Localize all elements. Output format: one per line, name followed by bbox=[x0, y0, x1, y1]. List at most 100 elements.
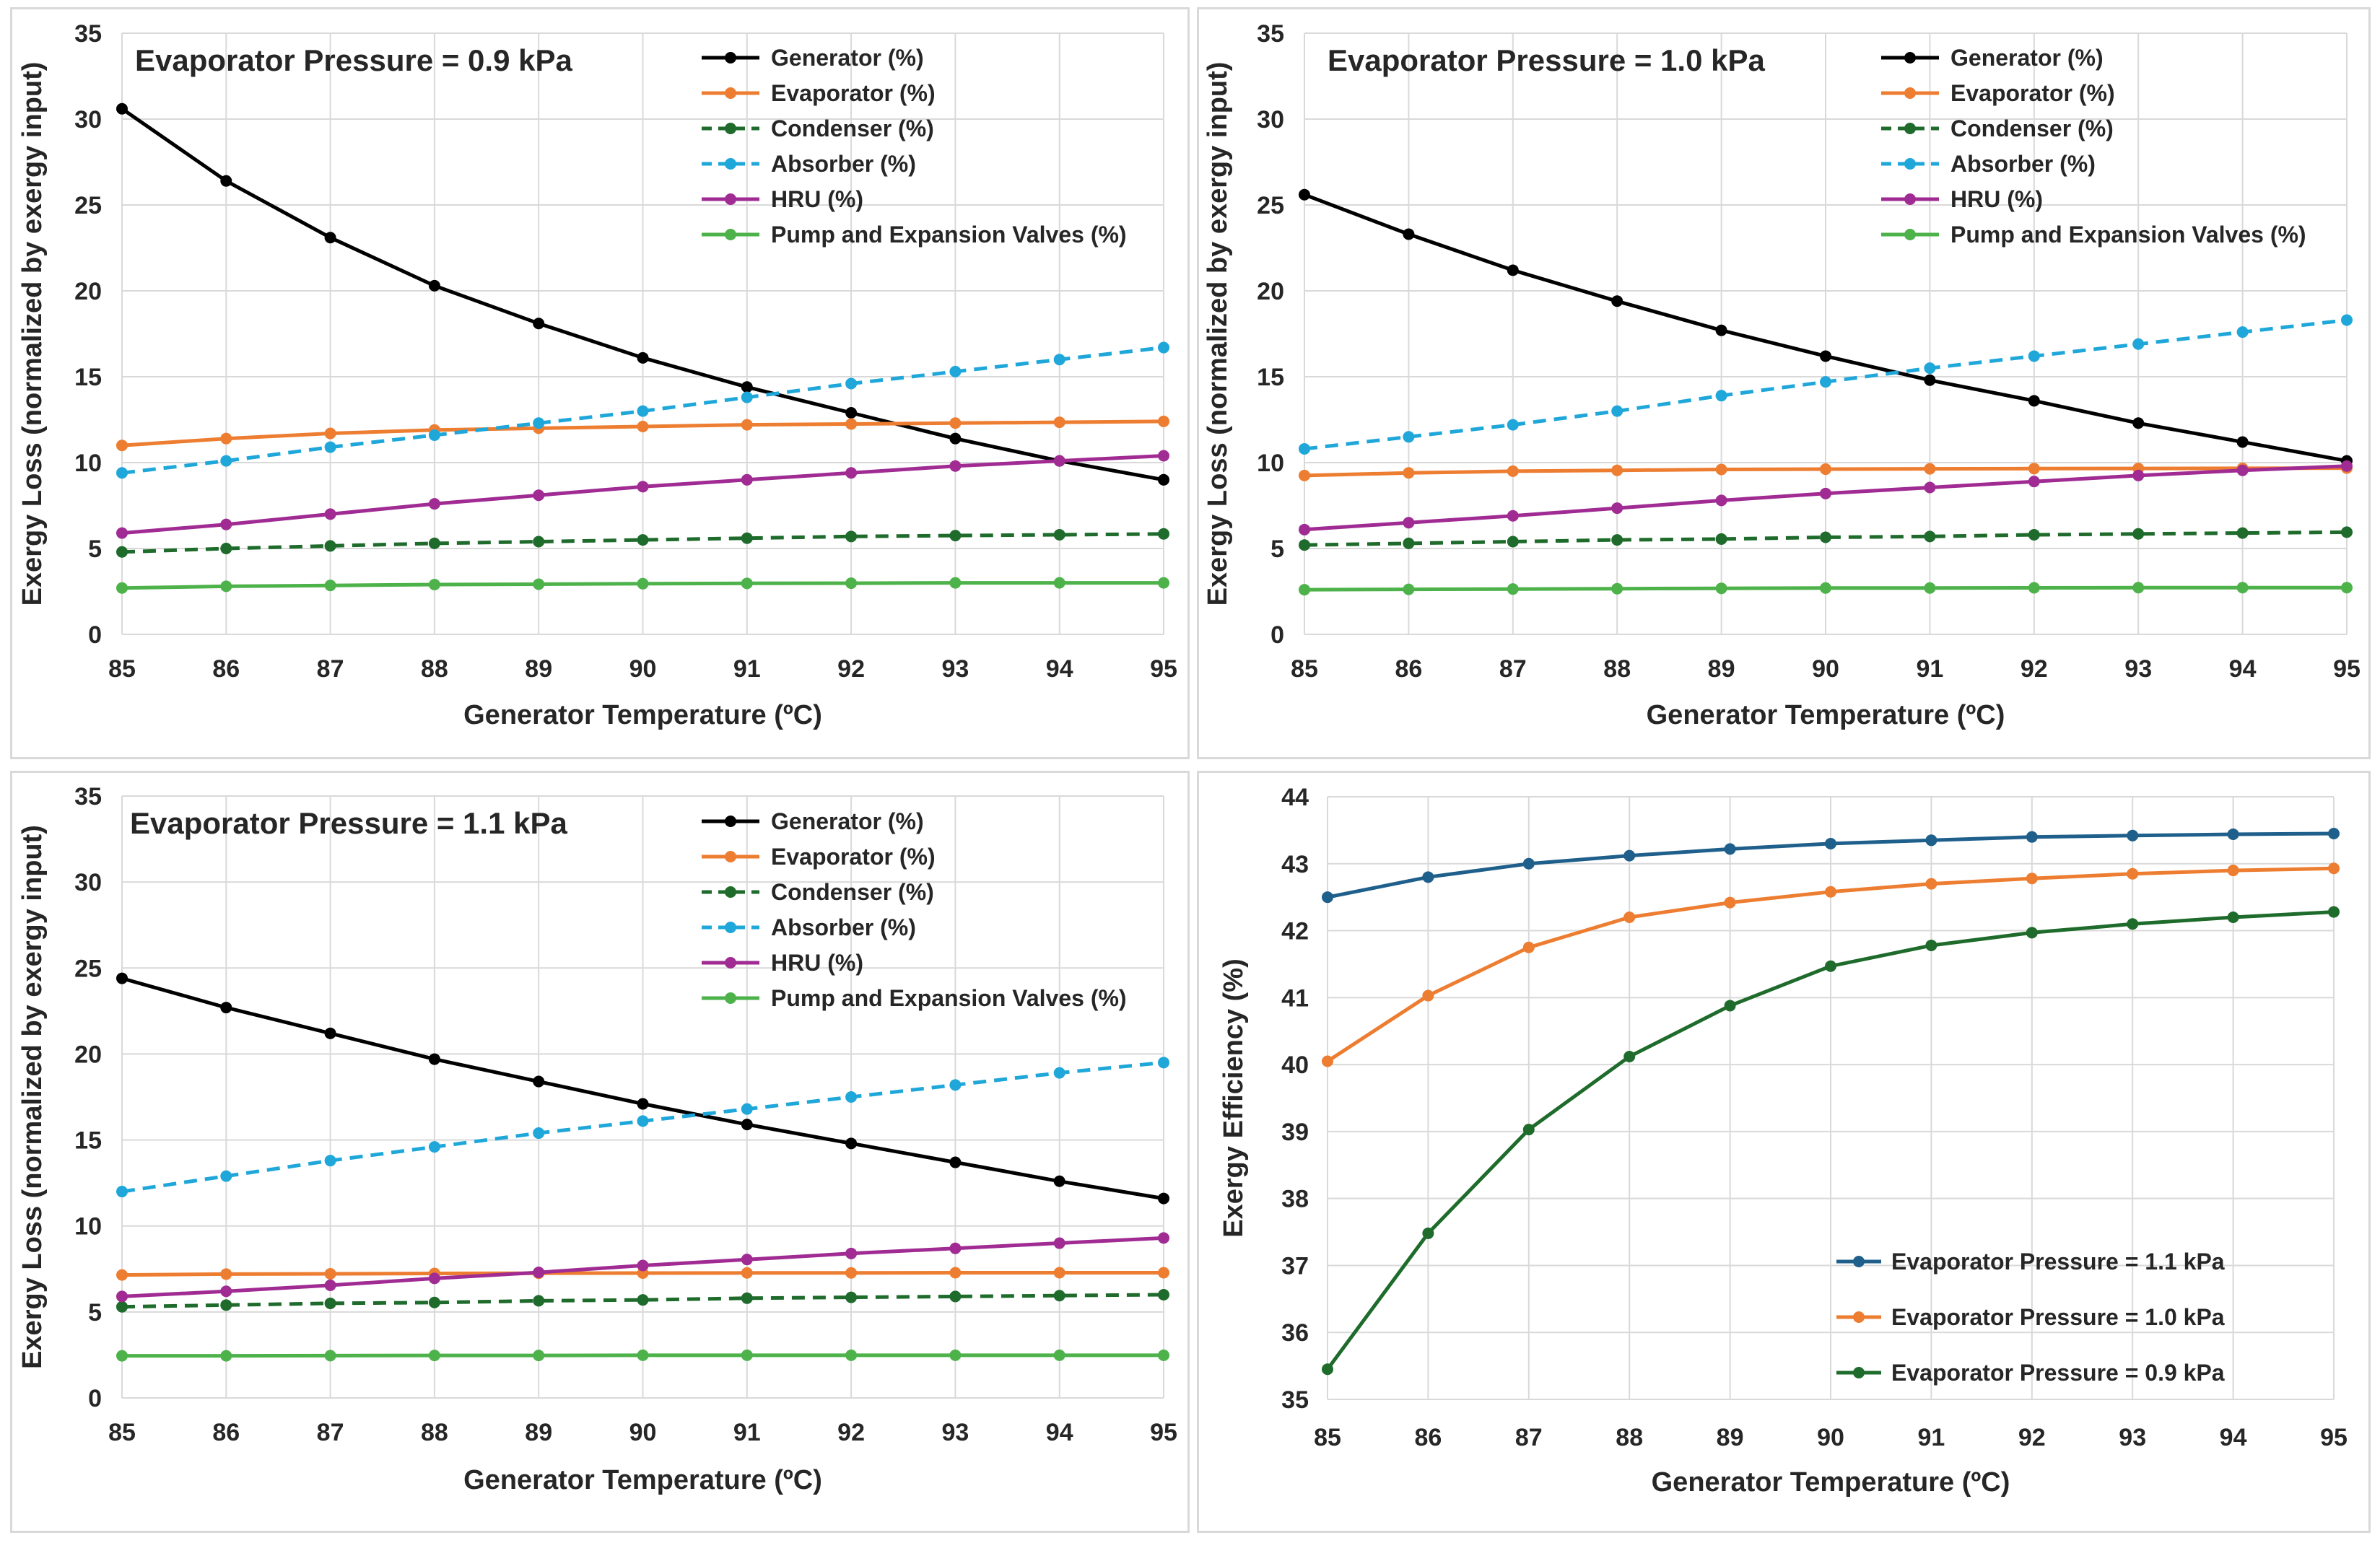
legend-marker bbox=[725, 851, 736, 862]
data-point bbox=[637, 577, 649, 590]
data-point bbox=[949, 577, 962, 589]
x-tick-label: 94 bbox=[2229, 655, 2257, 683]
data-point bbox=[2227, 912, 2239, 923]
series-line bbox=[121, 1293, 1164, 1309]
data-point bbox=[428, 498, 440, 510]
legend-marker bbox=[725, 922, 736, 933]
series-line bbox=[1304, 530, 2348, 547]
y-axis-title: Exergy Efficiency (%) bbox=[1219, 958, 1249, 1237]
series-group bbox=[1299, 188, 2353, 467]
data-point bbox=[1611, 464, 1623, 476]
legend-marker bbox=[725, 193, 736, 205]
pressure-annotation: Evaporator Pressure = 1.0 kPa bbox=[1328, 43, 1765, 77]
data-point bbox=[324, 508, 336, 520]
data-point bbox=[1611, 405, 1623, 417]
legend: Evaporator Pressure = 1.1 kPa Evaporator … bbox=[1836, 1249, 2225, 1386]
data-point bbox=[1507, 465, 1519, 477]
data-point bbox=[1507, 583, 1519, 595]
data-point bbox=[949, 1290, 962, 1303]
x-tick-label: 92 bbox=[837, 655, 865, 683]
series-group bbox=[116, 450, 1169, 539]
data-point bbox=[1715, 390, 1727, 402]
data-point bbox=[324, 427, 336, 440]
data-point bbox=[2028, 476, 2040, 488]
legend: Generator (%) Evaporator (%) Condenser (%)… bbox=[702, 808, 1127, 1011]
data-point bbox=[220, 518, 232, 530]
data-point bbox=[2236, 436, 2249, 448]
y-tick-label: 37 bbox=[1281, 1252, 1309, 1280]
data-point bbox=[1403, 228, 1415, 240]
data-point bbox=[637, 421, 649, 433]
chart-exergy-efficiency: 85 86 87 88 89 90 91 92 93 94 95 35 36 37 38 39 40 41 42 43… bbox=[1219, 784, 2348, 1498]
x-tick-label: 91 bbox=[733, 655, 761, 683]
data-point bbox=[741, 577, 753, 590]
x-tick-label: 94 bbox=[2220, 1424, 2247, 1451]
y-tick-label: 41 bbox=[1281, 984, 1309, 1012]
y-tick-label: 38 bbox=[1281, 1186, 1309, 1213]
data-point bbox=[2028, 463, 2040, 475]
series-group bbox=[1322, 906, 2340, 1376]
x-tick-label: 86 bbox=[1395, 655, 1422, 683]
y-tick-label: 25 bbox=[74, 192, 102, 219]
legend-marker bbox=[725, 87, 736, 99]
x-tick-label: 85 bbox=[108, 655, 136, 683]
data-point bbox=[637, 1098, 649, 1110]
x-tick-label: 90 bbox=[629, 1419, 657, 1446]
data-point bbox=[1715, 582, 1727, 595]
data-point bbox=[116, 1186, 128, 1198]
legend: Generator (%) Evaporator (%) Condenser (%)… bbox=[1881, 45, 2306, 248]
data-point bbox=[741, 391, 753, 403]
legend-marker bbox=[1904, 87, 1916, 99]
data-point bbox=[2236, 582, 2249, 594]
data-point bbox=[1507, 264, 1519, 276]
legend-marker bbox=[725, 158, 736, 170]
y-tick-label: 25 bbox=[74, 955, 102, 982]
data-point bbox=[324, 232, 336, 244]
data-point bbox=[1053, 1175, 1065, 1187]
data-point bbox=[428, 537, 440, 549]
data-point bbox=[1715, 494, 1727, 507]
y-tick-label: 39 bbox=[1281, 1119, 1309, 1146]
data-point bbox=[1299, 584, 1310, 596]
x-tick-label: 93 bbox=[2119, 1424, 2146, 1451]
data-point bbox=[1825, 886, 1836, 898]
data-point bbox=[2026, 873, 2038, 885]
x-tick-label: 88 bbox=[1603, 655, 1631, 683]
legend-marker bbox=[1853, 1256, 1865, 1267]
data-point bbox=[1925, 834, 1937, 847]
data-point bbox=[2028, 528, 2040, 541]
data-point bbox=[1158, 1192, 1169, 1205]
data-point bbox=[1322, 1055, 1333, 1067]
data-point bbox=[2132, 469, 2145, 481]
data-point bbox=[1299, 539, 1310, 551]
data-point bbox=[116, 972, 128, 984]
data-point bbox=[845, 406, 858, 419]
series-group bbox=[116, 1057, 1169, 1198]
series-group bbox=[116, 102, 1169, 486]
legend-marker bbox=[1904, 52, 1916, 64]
data-point bbox=[533, 489, 545, 502]
y-tick-label: 43 bbox=[1281, 851, 1309, 878]
legend-marker bbox=[1904, 158, 1916, 170]
data-point bbox=[1924, 582, 1936, 594]
series-group bbox=[116, 1267, 1169, 1281]
legend-label: HRU (%) bbox=[771, 186, 863, 212]
data-point bbox=[1507, 510, 1519, 522]
data-point bbox=[2341, 526, 2353, 538]
data-point bbox=[637, 1294, 649, 1306]
y-tick-label: 5 bbox=[88, 1299, 102, 1326]
y-axis-title: Exergy Loss (normalized by exergy input) bbox=[1203, 62, 1233, 606]
data-point bbox=[1158, 473, 1169, 486]
data-point bbox=[637, 351, 649, 364]
data-point bbox=[1158, 577, 1169, 589]
data-point bbox=[2328, 906, 2340, 918]
series-group bbox=[116, 1349, 1169, 1362]
data-point bbox=[1158, 528, 1169, 540]
legend-marker bbox=[725, 886, 736, 898]
data-point bbox=[741, 381, 753, 393]
data-point bbox=[1053, 1067, 1065, 1079]
data-point bbox=[324, 1027, 336, 1039]
data-point bbox=[1053, 354, 1065, 366]
data-point bbox=[324, 441, 336, 453]
data-point bbox=[1924, 463, 1936, 475]
